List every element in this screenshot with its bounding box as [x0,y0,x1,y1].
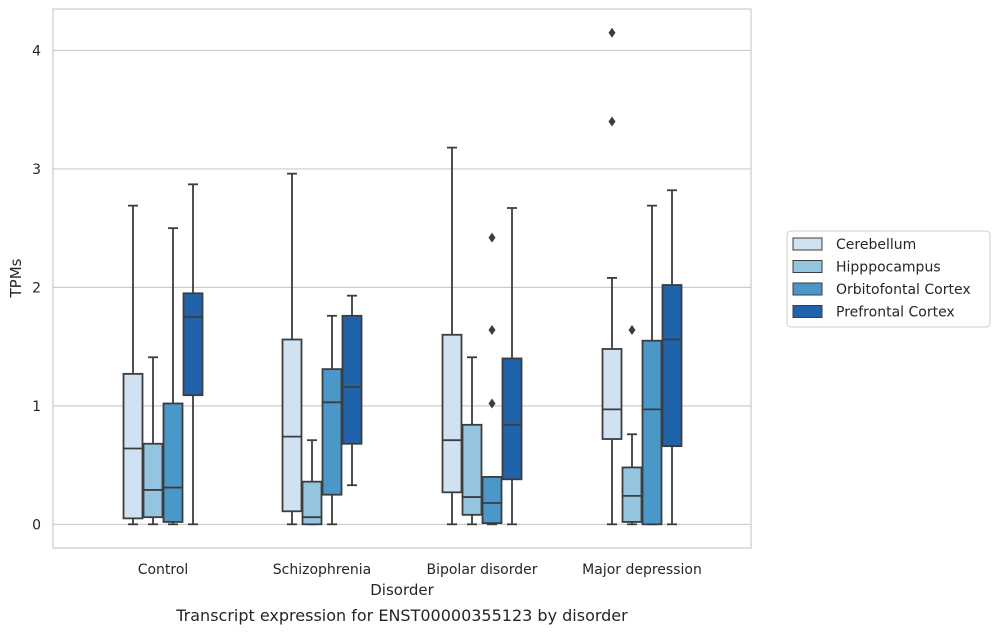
box-orbitofontal-cortex [321,314,343,526]
box-hipppocampus [461,356,483,526]
legend-label: Cerebellum [836,237,916,253]
legend-swatch [792,260,823,273]
box-body [301,480,323,526]
box-body [621,466,643,523]
legend-frame [786,230,991,328]
box-orbitofontal-cortex [162,227,184,526]
legend-label: Hipppocampus [836,260,941,276]
box-hipppocampus [301,439,323,526]
boxes [122,27,683,526]
box-body [441,333,463,494]
box-body [481,476,503,525]
box-orbitofontal-cortex [481,232,503,526]
box-cerebellum [601,27,623,526]
legend: Cerebellum Hipppocampus Orbitofontal Corte… [786,230,991,328]
outlier-point [488,398,496,409]
box-body [341,314,363,445]
legend-swatch [792,282,823,296]
box-body [122,372,144,520]
legend-label: Prefrontal Cortex [836,305,955,321]
y-tick-label: 4 [32,43,41,59]
outlier-point [608,27,616,38]
y-tick-label: 1 [32,399,41,415]
box-prefrontal-cortex [661,189,683,526]
box-body [182,292,204,397]
x-tick-label: Major depression [582,562,702,578]
legend-swatch [792,237,823,251]
y-tick-label: 2 [32,280,41,296]
box-body [501,357,523,481]
box-cerebellum [441,146,463,526]
box-body [461,423,483,516]
x-axis-label: Disorder [370,581,434,599]
box-body [601,348,623,440]
y-tick-label: 0 [32,517,41,533]
outlier-point [488,325,496,336]
outlier-point [628,325,636,336]
box-prefrontal-cortex [182,183,204,526]
box-body [281,338,303,513]
y-tick-label: 3 [32,162,41,178]
box-prefrontal-cortex [501,207,523,526]
outlier-point [488,232,496,243]
y-axis-label: TPMs [7,258,25,298]
x-tick-label: Control [138,562,189,578]
box-cerebellum [281,172,303,526]
x-tick-label: Schizophrenia [273,562,371,578]
box-prefrontal-cortex [341,294,363,487]
legend-label: Orbitofontal Cortex [836,282,971,298]
outlier-point [608,116,616,127]
chart-caption: Transcript expression for ENST0000035512… [176,606,628,625]
x-tick-label: Bipolar disorder [426,562,537,578]
box-body [661,284,683,448]
plot-frame [52,8,752,549]
box-body [321,368,343,496]
box-hipppocampus [621,325,643,526]
tick-labels: 0 1 2 3 4 Control Schizophrenia Bipolar disorde… [32,43,702,578]
box-body [162,402,184,523]
box-hipppocampus [142,356,164,526]
box-orbitofontal-cortex [641,204,663,526]
box-body [142,442,164,519]
box-cerebellum [122,204,144,526]
box-body [641,339,663,526]
legend-swatch [792,305,823,318]
